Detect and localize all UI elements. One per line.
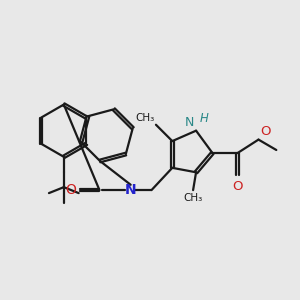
Text: O: O xyxy=(260,125,271,138)
Text: CH₃: CH₃ xyxy=(135,113,154,123)
Text: O: O xyxy=(65,183,76,197)
Text: N: N xyxy=(185,116,195,129)
Text: O: O xyxy=(232,180,243,193)
Text: CH₃: CH₃ xyxy=(184,193,203,202)
Text: N: N xyxy=(125,183,136,197)
Text: H: H xyxy=(200,112,208,125)
